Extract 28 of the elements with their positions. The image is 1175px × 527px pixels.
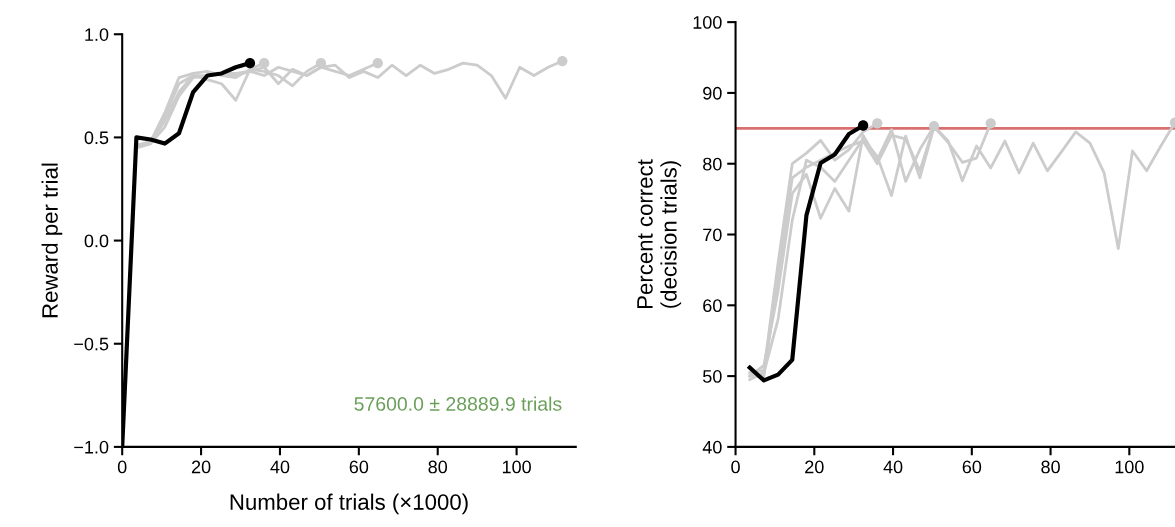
y-tick-label: 0.5	[84, 131, 109, 145]
y-tick-label: 60	[703, 299, 722, 313]
y-axis-title: Reward per trial	[41, 163, 63, 318]
x-axis-title: Number of trials (×1000)	[230, 493, 468, 515]
y-tick-label: 50	[703, 370, 722, 383]
x-tick-label: 0	[731, 460, 740, 474]
y-tick-label: 1.0	[85, 28, 109, 41]
y-tick-label: 100	[693, 16, 722, 29]
x-tick-label: 20	[805, 460, 824, 474]
x-tick-label: 80	[1041, 460, 1060, 474]
y-tick-label: −1.0	[74, 440, 109, 454]
x-tick-label: 60	[962, 460, 982, 474]
x-tick-label: 40	[270, 460, 290, 474]
x-tick-label: 40	[883, 460, 903, 474]
x-tick-label: 0	[117, 460, 127, 474]
y-tick-label: 90	[703, 86, 722, 100]
x-tick-label: 20	[191, 460, 211, 474]
y-axis-title: Percent correct (decision trials)	[637, 159, 682, 309]
y-tick-label: 40	[702, 440, 722, 454]
x-tick-label: 60	[349, 460, 369, 474]
annotation: 57600.0 ± 28889.9 trials	[354, 396, 562, 411]
y-tick-label: 0.0	[84, 234, 109, 248]
x-tick-label: 100	[1115, 460, 1144, 474]
x-tick-label: 80	[428, 460, 448, 474]
x-tick-label: 100	[502, 460, 531, 474]
y-tick-label: 70	[703, 228, 722, 242]
y-tick-label: 80	[703, 157, 722, 171]
y-tick-label: −0.5	[74, 337, 109, 351]
